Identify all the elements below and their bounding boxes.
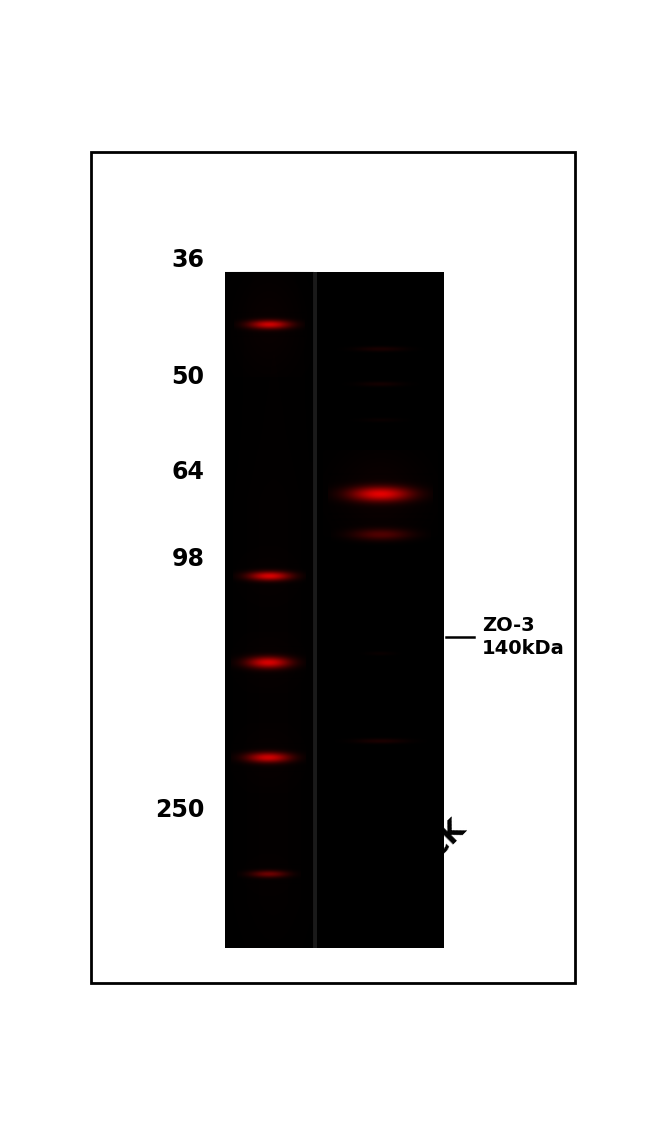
Text: 250: 250 xyxy=(155,798,205,822)
Text: 64: 64 xyxy=(172,461,205,484)
Text: 36: 36 xyxy=(172,248,205,272)
Text: 98: 98 xyxy=(172,547,205,571)
Bar xyxy=(225,272,444,949)
Text: ZO-3
140kDa: ZO-3 140kDa xyxy=(482,616,564,659)
Bar xyxy=(313,272,317,949)
Text: MDCK: MDCK xyxy=(385,813,471,898)
Text: 50: 50 xyxy=(172,365,205,389)
